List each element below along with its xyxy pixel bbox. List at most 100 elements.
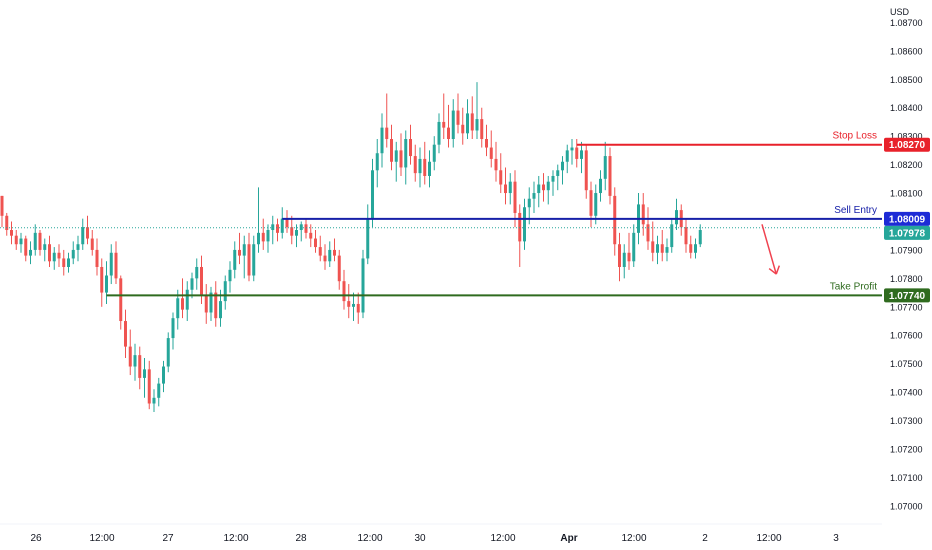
candle bbox=[584, 144, 588, 199]
candle bbox=[62, 249, 66, 276]
candle bbox=[504, 167, 507, 205]
candle-body bbox=[375, 153, 379, 171]
candle bbox=[185, 281, 189, 322]
candle bbox=[238, 232, 241, 265]
candle bbox=[347, 284, 351, 319]
candle-body bbox=[451, 110, 455, 140]
candle-body bbox=[575, 147, 579, 159]
candle bbox=[52, 247, 56, 270]
candle bbox=[646, 207, 650, 250]
arrow-shaft bbox=[761, 224, 777, 275]
candle-body bbox=[29, 249, 32, 256]
y-axis-ticks: 1.087001.086001.085001.084001.083001.082… bbox=[890, 18, 923, 511]
candle-body bbox=[694, 244, 697, 253]
candle bbox=[409, 124, 412, 165]
candle-body bbox=[5, 215, 9, 231]
candle bbox=[518, 204, 522, 267]
candle bbox=[622, 244, 626, 279]
candle bbox=[675, 198, 678, 231]
candle bbox=[24, 235, 28, 262]
candle-body bbox=[608, 156, 612, 196]
candle-body bbox=[670, 224, 674, 248]
candle bbox=[556, 164, 560, 191]
candle-body bbox=[475, 119, 479, 131]
candle-body bbox=[504, 184, 507, 194]
candle-body bbox=[257, 232, 260, 245]
x-tick-label: Apr bbox=[560, 533, 577, 544]
candle-body bbox=[124, 321, 127, 347]
candle-body bbox=[333, 249, 336, 256]
candle-body bbox=[318, 247, 322, 256]
y-tick-label: 1.07600 bbox=[890, 331, 923, 341]
take-profit-label: Take Profit bbox=[830, 281, 877, 292]
candle bbox=[694, 238, 697, 259]
candle bbox=[371, 158, 374, 228]
candle bbox=[114, 241, 118, 285]
candle bbox=[513, 170, 517, 228]
candle-body bbox=[314, 238, 317, 248]
candle-body bbox=[447, 127, 450, 140]
candle-body bbox=[43, 244, 47, 250]
candle-body bbox=[242, 244, 246, 256]
price-axis[interactable] bbox=[882, 0, 932, 550]
candle bbox=[261, 218, 265, 250]
candle-body bbox=[660, 244, 664, 253]
candle-body bbox=[228, 269, 232, 282]
candle bbox=[138, 346, 142, 390]
candle bbox=[152, 389, 156, 413]
candle-body bbox=[646, 224, 650, 242]
candle-body bbox=[14, 235, 18, 245]
candle bbox=[608, 147, 612, 205]
candle-body bbox=[480, 119, 484, 140]
candle bbox=[295, 224, 298, 248]
candle bbox=[580, 141, 583, 174]
candle bbox=[195, 258, 199, 290]
candle bbox=[546, 175, 550, 205]
candle bbox=[656, 235, 659, 265]
candle-body bbox=[185, 289, 189, 310]
candle bbox=[589, 181, 593, 228]
candle-body bbox=[632, 232, 636, 262]
time-axis[interactable]: 26 12:00 27 12:00 28 12:00 30 12:00 Apr 12:00 2 12:… bbox=[30, 533, 839, 544]
candle-body bbox=[618, 244, 621, 267]
candle bbox=[375, 139, 379, 188]
candle bbox=[309, 224, 313, 248]
candle-body bbox=[285, 218, 289, 228]
candle-body bbox=[95, 249, 99, 267]
candle-body bbox=[380, 127, 384, 154]
candle-body bbox=[366, 218, 370, 259]
candle bbox=[542, 173, 545, 202]
candle bbox=[100, 258, 104, 307]
candle bbox=[318, 235, 322, 262]
candle-body bbox=[276, 224, 279, 233]
candle-body bbox=[428, 161, 431, 176]
candle bbox=[485, 124, 488, 157]
candle-body bbox=[143, 369, 146, 378]
candle-body bbox=[371, 170, 374, 219]
x-tick-label: 12:00 bbox=[89, 533, 114, 544]
candle-body bbox=[109, 252, 113, 276]
candle-body bbox=[385, 127, 389, 140]
candle-body bbox=[456, 110, 460, 125]
candle bbox=[181, 278, 184, 319]
candle-body bbox=[238, 249, 241, 256]
candle bbox=[299, 221, 303, 242]
candle-body bbox=[271, 224, 275, 231]
candle-body bbox=[584, 150, 588, 191]
price-badges: 1.08270 1.08009 1.07978 1.07740 bbox=[884, 137, 930, 303]
candle-body bbox=[537, 184, 541, 194]
candle-body bbox=[57, 252, 61, 259]
candle bbox=[627, 232, 631, 270]
candle bbox=[442, 93, 446, 140]
candle bbox=[162, 360, 165, 393]
candle bbox=[223, 275, 227, 310]
candle-body bbox=[361, 258, 365, 313]
candle-body bbox=[162, 366, 165, 384]
candle-body bbox=[399, 150, 403, 168]
candle-body bbox=[523, 207, 526, 242]
candle-body bbox=[295, 230, 298, 236]
candle-body bbox=[665, 247, 669, 253]
candle bbox=[447, 104, 450, 148]
candle bbox=[209, 286, 213, 322]
